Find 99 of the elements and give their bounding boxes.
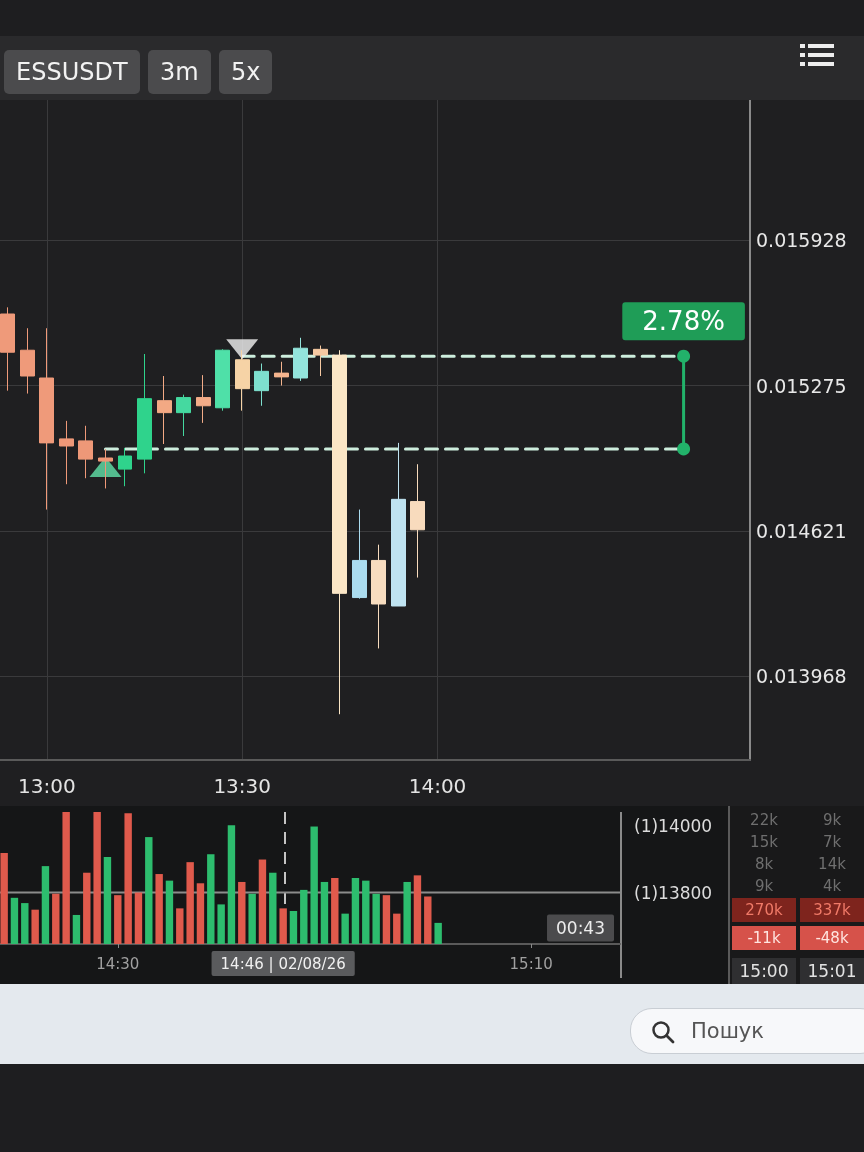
y-tick-label: 0.015275: [756, 374, 847, 397]
bar: [83, 872, 91, 944]
bar: [238, 881, 246, 944]
bar: [351, 878, 360, 944]
text: 5x: [219, 50, 273, 94]
candlestick: [176, 394, 191, 437]
y-tick-label: 0.015928: [756, 229, 847, 252]
y-tick-label: 0.013968: [756, 665, 847, 687]
candlestick: [410, 463, 425, 579]
bar: [72, 914, 81, 944]
candlestick: [352, 509, 367, 600]
candlestick: [293, 337, 308, 382]
text: (1)13800: [634, 882, 713, 903]
y-tick-label: 0.014621: [756, 519, 847, 542]
bar: [134, 892, 143, 944]
candlestick: [235, 349, 250, 412]
candlestick: [157, 375, 172, 445]
bar: [93, 812, 101, 944]
bar: [207, 854, 215, 944]
category-label: 15:01: [800, 958, 864, 984]
x-tick-label: 14:30: [96, 954, 140, 973]
bar: [227, 825, 236, 944]
bar: [62, 812, 70, 944]
bar: [362, 880, 370, 944]
bar: [310, 826, 318, 944]
x-tick-label: 13:30: [213, 774, 272, 798]
search-field[interactable]: Пошук: [630, 1008, 864, 1054]
text: 22k: [749, 810, 779, 830]
bar: [341, 913, 349, 944]
bar: [145, 837, 153, 944]
bar: [176, 908, 184, 944]
bar: [52, 893, 60, 944]
text: -11k: [732, 926, 796, 950]
candlestick: [371, 544, 386, 649]
annotation: 2.78%: [642, 306, 725, 337]
text: 14:46 | 02/08/26: [220, 954, 346, 973]
candlestick: [20, 327, 35, 395]
bar: [413, 875, 422, 944]
bar: [258, 859, 267, 944]
category-label: 15:00: [732, 958, 796, 984]
annotation: 00:43: [556, 918, 605, 939]
text: 4k: [821, 876, 843, 896]
x-tick-label: 14:00: [408, 774, 467, 798]
bar: [403, 881, 411, 944]
candlestick: [78, 425, 93, 479]
text: (1)14000: [634, 816, 713, 836]
bar: [124, 813, 132, 944]
text: 9k: [753, 876, 775, 896]
text: 337k: [800, 898, 864, 922]
bar: [10, 897, 19, 944]
text: -48k: [800, 926, 864, 950]
text: 3m: [148, 50, 211, 94]
bar: [41, 866, 50, 944]
bar: [165, 880, 174, 944]
bar: [31, 909, 39, 944]
candlestick: [391, 442, 406, 607]
bar: [269, 872, 277, 944]
text: 270k: [732, 898, 796, 922]
bar: [331, 878, 339, 944]
bar: [21, 903, 29, 944]
bar: [103, 856, 112, 944]
bar: [372, 893, 380, 944]
point: [677, 349, 691, 363]
x-tick-label: 13:00: [18, 774, 76, 798]
bar: [382, 895, 391, 944]
bar: [279, 908, 287, 944]
candlestick: [274, 361, 289, 387]
bar: [155, 874, 163, 944]
candlestick: [254, 363, 269, 407]
candlestick: [137, 353, 152, 474]
candlestick: [196, 374, 211, 424]
bar: [320, 881, 329, 944]
candlestick: [215, 348, 230, 412]
candlestick: [313, 345, 328, 377]
text: 9k: [821, 810, 843, 830]
text: 14k: [817, 854, 847, 874]
bar: [196, 883, 205, 944]
candlestick: [59, 420, 74, 485]
bar: [217, 904, 225, 944]
bar: [434, 922, 442, 944]
candlestick: [118, 447, 132, 487]
candlestick: [98, 448, 113, 489]
bar: [424, 896, 432, 944]
candlestick: [39, 327, 54, 511]
point: [677, 442, 691, 456]
chart-title: ESSUSDT: [4, 50, 140, 94]
text: 8k: [753, 854, 775, 874]
bar: [0, 852, 8, 944]
bar: [393, 913, 401, 944]
bar: [186, 862, 194, 944]
bar: [248, 893, 256, 944]
bar: [300, 889, 308, 944]
text: 15k: [749, 832, 779, 852]
text: 7k: [821, 832, 843, 852]
candlestick: [332, 349, 347, 715]
bar: [289, 911, 298, 944]
x-tick-label: 15:10: [509, 954, 553, 973]
candlestick: [0, 306, 15, 392]
bar: [114, 895, 122, 944]
